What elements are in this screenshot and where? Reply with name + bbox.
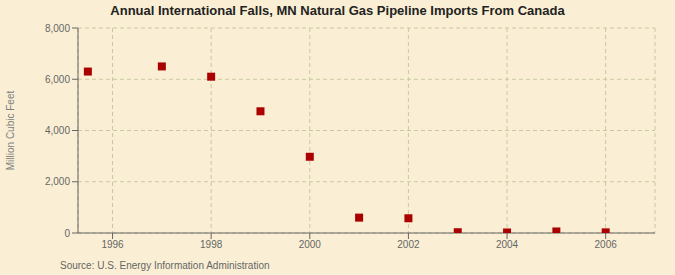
svg-text:2,000: 2,000: [45, 176, 70, 187]
html-text:Annual International Falls, MN: Annual International Falls, MN Natural G…: [110, 3, 565, 18]
html-text:Source: U.S. Energy Informatio: Source: U.S. Energy Information Administ…: [60, 260, 270, 271]
svg-text:2004: 2004: [496, 239, 519, 250]
svg-text:2006: 2006: [595, 239, 618, 250]
svg-text:Million Cubic Feet: Million Cubic Feet: [8, 91, 16, 171]
svg-text:4,000: 4,000: [45, 125, 70, 136]
svg-text:1998: 1998: [200, 239, 223, 250]
svg-text:6,000: 6,000: [45, 74, 70, 85]
svg-text:2002: 2002: [397, 239, 420, 250]
svg-text:0: 0: [64, 228, 70, 239]
svg-text:2000: 2000: [299, 239, 322, 250]
svg-text:8,000: 8,000: [45, 23, 70, 34]
svg-text:1996: 1996: [101, 239, 124, 250]
